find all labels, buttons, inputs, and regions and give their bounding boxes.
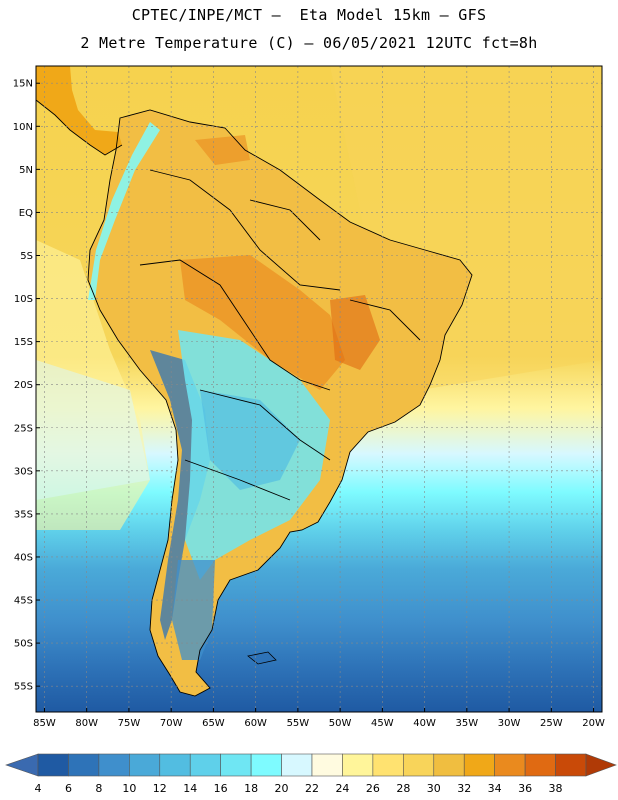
colorbar-label: 22: [305, 782, 319, 795]
falklands-land: [247, 651, 277, 665]
colorbar-swatch: [555, 753, 587, 777]
lon-tick-label: 35W: [456, 718, 479, 729]
hot-north-field: [195, 135, 250, 165]
border-line: [199, 389, 331, 461]
colorbar-swatch: [129, 753, 161, 777]
lon-tick-label: 20W: [582, 718, 605, 729]
lon-tick-label: 60W: [244, 718, 267, 729]
colorbar-label: 26: [366, 782, 380, 795]
lat-tick-label: 15N: [13, 79, 33, 90]
lon-tick-label: 55W: [287, 718, 310, 729]
colorbar-swatch: [37, 753, 69, 777]
longitude-labels: 85W 80W 75W 70W 65W 60W 55W 50W 45W 40W 35W 30W 25W 2…: [33, 708, 605, 729]
temperature-map: 15N 10N 5N EQ 5S 10S 15S 20S 25S 30S 35S 40S 45S 50S 5…: [13, 65, 605, 729]
coastline-layer: [36, 99, 473, 697]
colorbar-swatch: [250, 753, 282, 777]
lon-tick-label: 65W: [202, 718, 225, 729]
lat-tick-label: 10S: [14, 294, 33, 305]
patagonia-field: [172, 560, 215, 660]
lat-tick-label: 35S: [14, 509, 33, 520]
colorbar-swatch: [403, 753, 435, 777]
colorbar-swatch: [342, 753, 374, 777]
colorbar-label: 34: [488, 782, 502, 795]
lon-tick-label: 50W: [329, 718, 352, 729]
lat-lon-grid: [36, 66, 602, 712]
lat-tick-label: EQ: [19, 208, 33, 219]
lat-tick-label: 5N: [19, 165, 33, 176]
colorbar: 4 6 8 10 12 14 16 18 20 22 24 26 28 30 32 34 36 38: [5, 753, 617, 795]
colorbar-label: 32: [457, 782, 471, 795]
colorbar-swatch: [159, 753, 191, 777]
colorbar-swatches: [5, 753, 617, 777]
colorbar-swatch: [524, 753, 556, 777]
colorbar-label: 12: [153, 782, 167, 795]
colorbar-swatch: [189, 753, 221, 777]
colorbar-label: 24: [335, 782, 349, 795]
lon-tick-label: 30W: [498, 718, 521, 729]
lat-tick-label: 40S: [14, 552, 33, 563]
colorbar-over-arrow: [585, 753, 617, 777]
border-line: [149, 169, 341, 291]
lat-tick-label: 45S: [14, 596, 33, 607]
lon-tick-label: 85W: [33, 718, 56, 729]
lat-tick-label: 55S: [14, 682, 33, 693]
border-line: [184, 459, 291, 501]
title-line-1: CPTEC/INPE/MCT – Eta Model 15km – GFS: [131, 6, 487, 24]
lat-tick-label: 15S: [14, 337, 33, 348]
map-frame: [35, 65, 603, 713]
colorbar-swatch: [220, 753, 252, 777]
lon-tick-label: 75W: [118, 718, 141, 729]
colorbar-label: 28: [396, 782, 410, 795]
border-line: [249, 199, 321, 241]
central-america-coast: [36, 99, 123, 156]
south-america-coast: [87, 109, 473, 697]
colorbar-label: 16: [214, 782, 228, 795]
colorbar-swatch: [281, 753, 313, 777]
colorbar-under-arrow: [5, 753, 39, 777]
colorbar-swatch: [433, 753, 465, 777]
colorbar-label: 30: [427, 782, 441, 795]
lat-tick-label: 25S: [14, 423, 33, 434]
colorbar-swatch: [98, 753, 130, 777]
lon-tick-label: 80W: [75, 718, 98, 729]
pacific-cool-field: [36, 360, 150, 500]
border-line: [139, 259, 331, 391]
lat-tick-label: 50S: [14, 639, 33, 650]
lon-tick-label: 25W: [540, 718, 563, 729]
colorbar-label: 20: [275, 782, 289, 795]
colorbar-label: 36: [518, 782, 532, 795]
title-line-2: 2 Metre Temperature (C) – 06/05/2021 12U…: [80, 34, 538, 52]
colorbar-label: 38: [549, 782, 563, 795]
colorbar-swatch: [463, 753, 495, 777]
colorbar-swatch: [68, 753, 100, 777]
latitude-labels: 15N 10N 5N EQ 5S 10S 15S 20S 25S 30S 35S 40S 45S 50S 5…: [13, 79, 40, 693]
colorbar-label: 18: [244, 782, 258, 795]
lat-tick-label: 30S: [14, 466, 33, 477]
colorbar-swatch: [494, 753, 526, 777]
lat-tick-label: 5S: [20, 251, 33, 262]
colorbar-swatch: [372, 753, 404, 777]
lat-tick-label: 10N: [13, 122, 33, 133]
colorbar-label: 10: [122, 782, 136, 795]
hot-interior-east: [330, 295, 380, 370]
colorbar-label: 14: [183, 782, 197, 795]
andes-north-cold: [88, 122, 160, 300]
colorbar-label: 4: [35, 782, 42, 795]
central-america-land: [36, 66, 122, 155]
border-line: [349, 299, 421, 341]
colorbar-label: 6: [65, 782, 72, 795]
lat-tick-label: 20S: [14, 380, 33, 391]
colorbar-labels: 4 6 8 10 12 14 16 18 20 22 24 26 28 30 32 34 36 38: [35, 782, 563, 795]
lon-tick-label: 45W: [371, 718, 394, 729]
cool-interior-field: [200, 390, 300, 490]
hot-interior-field: [180, 255, 345, 390]
lon-tick-label: 70W: [160, 718, 183, 729]
field-layer: [36, 66, 602, 712]
colorbar-label: 8: [95, 782, 102, 795]
colorbar-swatch: [311, 753, 343, 777]
lon-tick-label: 40W: [413, 718, 436, 729]
